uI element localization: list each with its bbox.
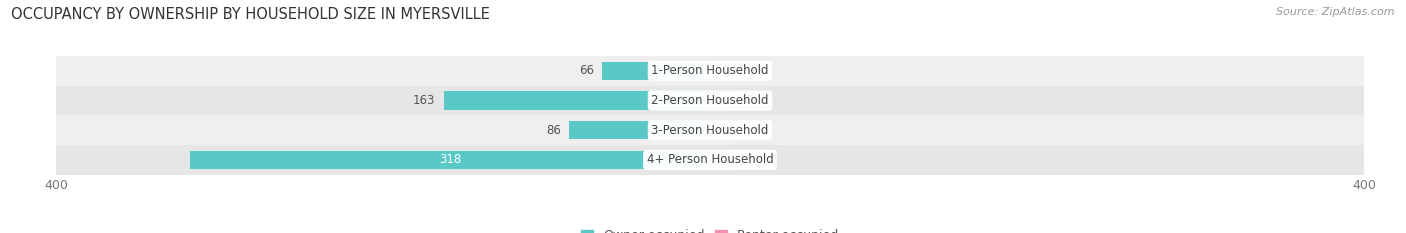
Bar [710,91,731,110]
Bar [444,91,710,110]
Bar [710,121,738,139]
Text: 2-Person Household: 2-Person Household [651,94,769,107]
Bar [710,62,714,80]
Text: 163: 163 [413,94,436,107]
Text: 3-Person Household: 3-Person Household [651,124,769,137]
Text: 17: 17 [747,124,761,137]
Bar [56,56,1364,86]
Bar [190,151,710,169]
Text: 86: 86 [547,124,561,137]
Text: 1-Person Household: 1-Person Household [651,64,769,77]
Bar [56,86,1364,115]
Text: 4+ Person Household: 4+ Person Household [647,153,773,166]
Bar [56,145,1364,175]
Legend: Owner-occupied, Renter-occupied: Owner-occupied, Renter-occupied [581,229,839,233]
Bar [56,115,1364,145]
Text: Source: ZipAtlas.com: Source: ZipAtlas.com [1277,7,1395,17]
Bar [602,62,710,80]
Text: 66: 66 [579,64,593,77]
Bar [569,121,710,139]
Text: 3: 3 [723,64,731,77]
Text: 318: 318 [439,153,461,166]
Text: 13: 13 [740,153,755,166]
Text: 13: 13 [740,94,755,107]
Text: OCCUPANCY BY OWNERSHIP BY HOUSEHOLD SIZE IN MYERSVILLE: OCCUPANCY BY OWNERSHIP BY HOUSEHOLD SIZE… [11,7,491,22]
Bar [710,151,731,169]
